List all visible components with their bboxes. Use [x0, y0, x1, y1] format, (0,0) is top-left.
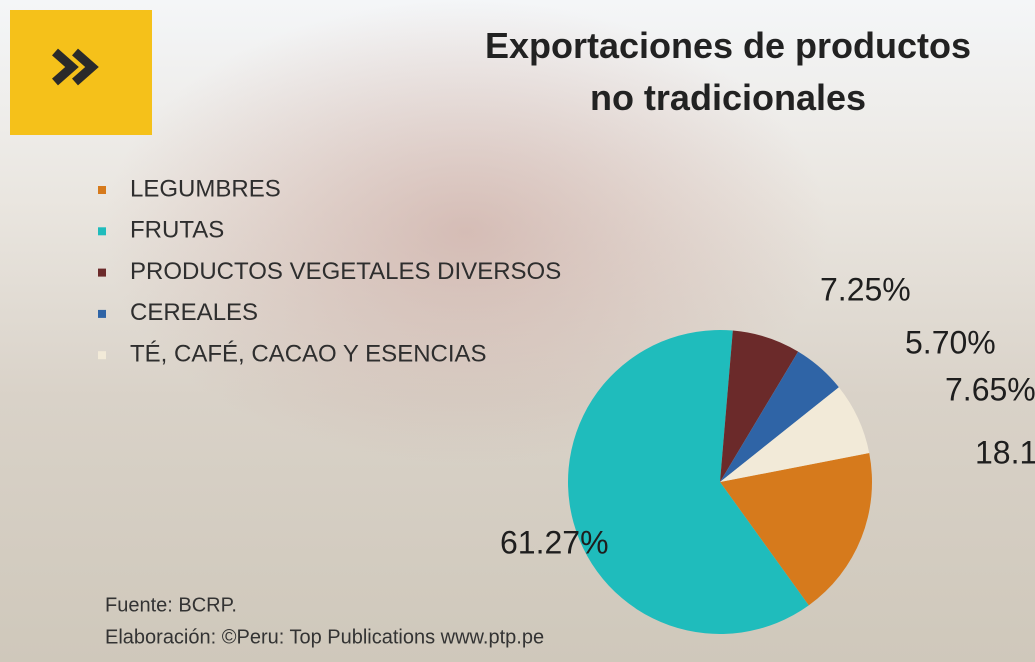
legend-swatch: [98, 351, 106, 360]
pie-slice: [720, 452, 872, 606]
data-label: 18.13%: [975, 434, 1035, 470]
chevron-icon: [52, 48, 99, 86]
legend-label: TÉ, CAFÉ, CACAO Y ESENCIAS: [130, 341, 487, 368]
pie-slice: [720, 330, 799, 482]
legend-swatch: [98, 186, 106, 194]
legend-swatch: [98, 309, 106, 318]
pie-slice: [568, 330, 809, 634]
legend-label: FRUTAS: [130, 217, 224, 244]
pie-slice: [720, 351, 839, 482]
legend-swatch: [98, 268, 106, 277]
pie-slice: [720, 387, 870, 482]
data-label: 7.65%: [945, 371, 1035, 407]
data-label: 61.27%: [500, 524, 609, 560]
chart-title: Exportaciones de productos no tradicional…: [485, 25, 971, 118]
data-label: 5.70%: [905, 324, 996, 360]
legend-label: CEREALES: [130, 299, 258, 326]
credit-note: Elaboración: ©Peru: Top Publications www…: [105, 626, 544, 648]
legend-label: PRODUCTOS VEGETALES DIVERSOS: [130, 258, 561, 285]
legend-swatch: [98, 227, 106, 236]
legend-label: LEGUMBRES: [130, 175, 281, 202]
data-label: 7.25%: [820, 271, 911, 307]
source-note: Fuente: BCRP.: [105, 594, 237, 616]
